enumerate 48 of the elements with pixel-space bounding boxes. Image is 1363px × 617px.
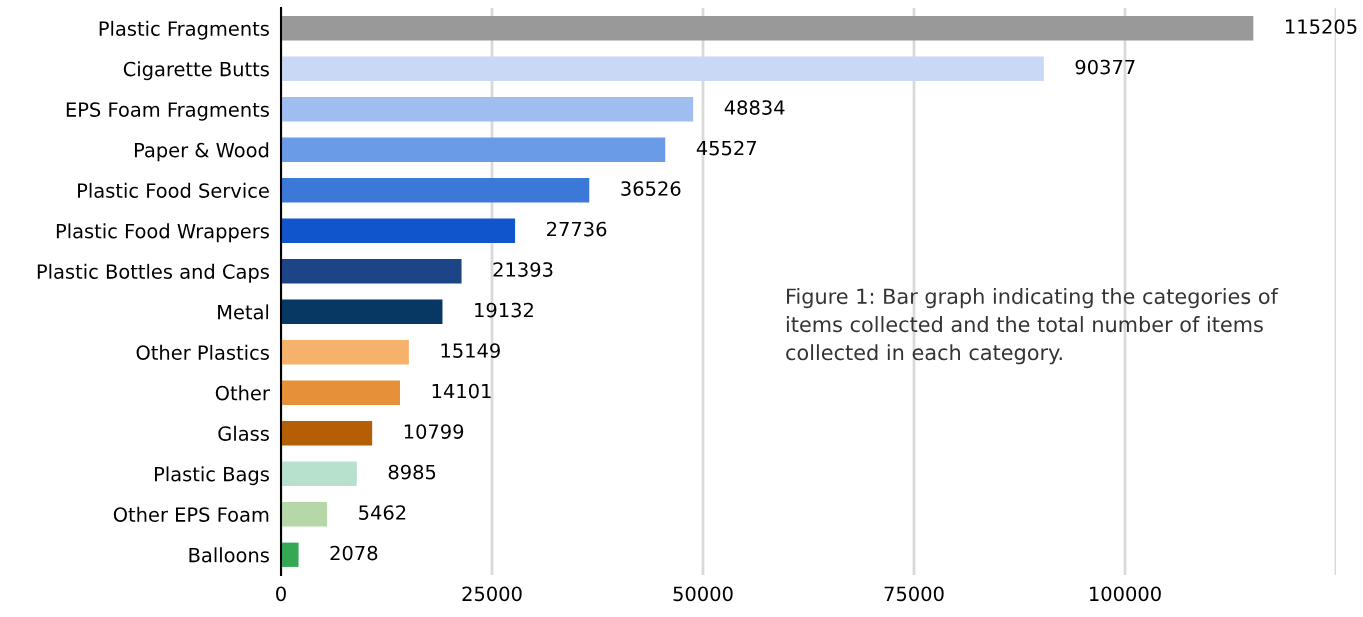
x-tick-label: 100000 (1090, 586, 1161, 602)
bar (281, 421, 373, 446)
bar (281, 542, 299, 567)
y-tick-label: Plastic Bags (155, 466, 269, 486)
bar (281, 97, 694, 122)
y-tick-label: Paper & Wood (134, 142, 269, 162)
y-tick-label: Metal (218, 304, 269, 320)
bar (281, 502, 328, 527)
y-tick-label: Balloons (189, 547, 269, 563)
annotation: Figure 1: Bar graph indicating the categories of items collected and the total number of items collected in each category. (786, 288, 1279, 365)
y-tick-label: Other Plastics (136, 344, 269, 360)
bar (281, 259, 462, 284)
y-tick-label: Plastic Fragments (99, 20, 269, 40)
data-label: 5462 (359, 505, 406, 520)
data-label: 36526 (621, 181, 681, 196)
x-tick-label: 50000 (673, 586, 733, 602)
data-label: 27736 (547, 221, 607, 237)
x-tick-label: 25000 (462, 586, 522, 602)
bar (281, 299, 443, 324)
data-label: 8985 (388, 464, 436, 480)
data-label: 10799 (404, 424, 464, 439)
data-label: 90377 (1075, 59, 1135, 75)
bar (281, 461, 357, 486)
y-tick-label: EPS Foam Fragments (66, 102, 269, 121)
y-tick-label: Other (215, 385, 270, 401)
data-label: 14101 (432, 383, 491, 399)
data-label: 45527 (696, 140, 756, 156)
data-label: 21393 (493, 262, 553, 277)
data-label: 19132 (475, 302, 533, 318)
bar (281, 16, 1254, 41)
data-label: 115205 (1286, 19, 1357, 34)
bar (281, 56, 1044, 81)
data-label: 48834 (724, 100, 785, 115)
x-tick-label: 0 (276, 586, 286, 602)
y-tick-label: Glass (218, 425, 269, 441)
x-tick-label: 75000 (884, 586, 944, 602)
bar (281, 380, 401, 405)
y-tick-label: Plastic Bottles and Caps (37, 263, 269, 283)
y-tick-label: Cigarette Butts (123, 61, 269, 81)
y-tick-label: Other EPS Foam (113, 506, 269, 522)
bar (281, 137, 666, 162)
bar (281, 218, 516, 243)
data-label: 15149 (441, 343, 500, 358)
data-label: 2078 (330, 545, 378, 561)
y-tick-label: Plastic Food Wrappers (56, 223, 269, 243)
bar (281, 340, 409, 365)
bar (281, 178, 590, 203)
y-tick-label: Plastic Food Service (78, 182, 269, 198)
